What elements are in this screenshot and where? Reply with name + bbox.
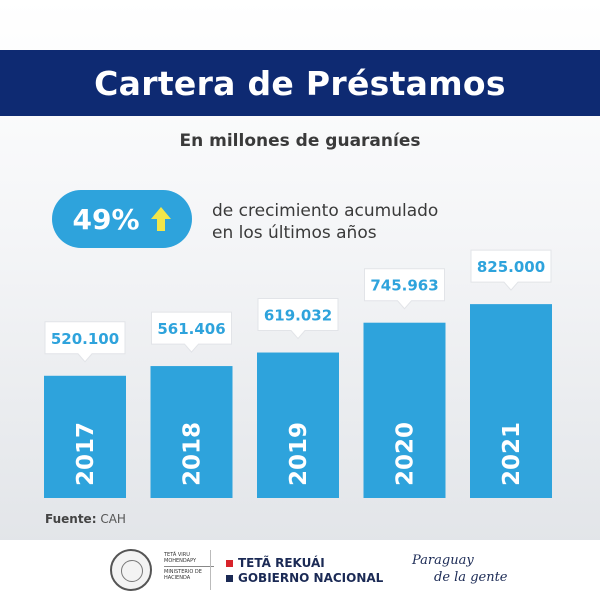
- ministry-logo: Tetã Viru Mohendapy Ministerio de Hacien…: [164, 552, 214, 581]
- brand-line2: de la gente: [434, 570, 508, 585]
- chart-subtitle: En millones de guaraníes: [179, 131, 421, 151]
- value-label-2017: 520.100: [51, 330, 119, 348]
- red-square-icon: [226, 560, 233, 567]
- ministry-line1: Tetã Viru Mohendapy: [164, 552, 197, 564]
- value-label-2019: 619.032: [264, 307, 332, 325]
- title-band: Cartera de Préstamos: [0, 50, 600, 116]
- brand-line1: Paraguay: [412, 553, 474, 568]
- x-label-2020: 2020: [393, 422, 419, 486]
- navy-square-icon: [226, 575, 233, 582]
- source-label: Fuente:: [45, 512, 97, 526]
- growth-badge: 49%: [52, 190, 192, 248]
- x-label-2018: 2018: [180, 422, 206, 486]
- footer-divider: [210, 550, 211, 590]
- value-label-2018: 561.406: [157, 320, 225, 338]
- page-title: Cartera de Préstamos: [94, 63, 506, 103]
- bar-2018: [150, 366, 233, 498]
- growth-text-line2: en los últimos años: [212, 223, 377, 243]
- x-label-2017: 2017: [73, 422, 99, 486]
- value-label-2020: 745.963: [370, 277, 438, 295]
- gov-line2: GOBIERNO NACIONAL: [238, 571, 384, 585]
- national-seal-logo: [110, 549, 152, 591]
- source-note: Fuente: CAH: [45, 512, 126, 526]
- bar-2019: [257, 352, 339, 498]
- arrow-up-icon: [150, 207, 171, 231]
- gov-line1: TETÃ REKUÁI: [238, 556, 325, 570]
- callout-2021: [470, 249, 552, 291]
- footer: Tetã Viru Mohendapy Ministerio de Hacien…: [0, 540, 600, 600]
- bar-2020: [363, 322, 446, 498]
- government-logo: TETÃ REKUÁI GOBIERNO NACIONAL: [226, 556, 383, 586]
- growth-description: de crecimiento acumulado en los últimos …: [212, 200, 512, 244]
- callout-2017: [44, 321, 126, 363]
- callout-2018: [151, 311, 232, 353]
- growth-text-line1: de crecimiento acumulado: [212, 201, 439, 221]
- ministry-line2: Ministerio de Hacienda: [164, 569, 202, 581]
- bar-2021: [470, 304, 552, 498]
- source-value: CAH: [100, 512, 126, 526]
- callout-2019: [257, 298, 339, 340]
- callout-2020: [364, 268, 445, 310]
- brand-signature: Paraguay de la gente: [412, 552, 532, 586]
- value-label-2021: 825.000: [477, 258, 545, 276]
- bar-2017: [44, 375, 126, 498]
- x-label-2021: 2021: [499, 422, 525, 486]
- x-label-2019: 2019: [286, 422, 312, 486]
- growth-percent: 49%: [72, 202, 140, 236]
